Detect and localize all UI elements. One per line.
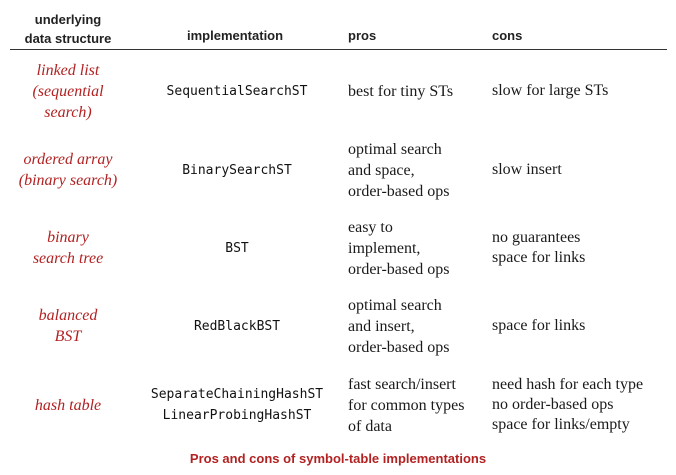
data-structure-line: linked list [36,61,100,79]
data-structure-line: search tree [32,250,104,267]
table-row: ordered array (binary search) BinarySear… [0,137,676,203]
data-structure-line: (sequential [32,82,104,100]
pros-cell: easy to implement, order-based ops [348,215,488,281]
header-pros: pros [348,28,377,43]
implementation-cell: SeparateChainingHashST LinearProbingHash… [132,372,342,438]
cons-line: slow insert [492,161,562,178]
data-structure-line: balanced [38,307,98,324]
pros-cell: fast search/insert for common types of d… [348,372,488,438]
header-data-structure: underlying data structure [24,12,112,46]
pros-line: and insert, [348,317,415,335]
implementation-cell: RedBlackBST [132,293,342,359]
pros-line: for common types [348,396,465,414]
data-structure-line: ordered array [23,151,113,168]
data-structure-line: hash table [34,396,102,414]
cons-cell: slow insert [492,137,672,203]
implementation-cell: BST [132,215,342,281]
cons-line: space for links [492,317,586,334]
table-row: binary search tree BST easy to implement… [0,215,676,281]
data-structure-line: BST [54,328,82,345]
pros-line: optimal search [348,140,442,158]
pros-cell: optimal search and insert, order-based o… [348,293,488,359]
cons-cell: slow for large STs [492,58,672,124]
pros-line: easy to [348,218,393,236]
data-structure-line: search) [44,103,92,121]
cons-cell: no guarantees space for links [492,215,672,281]
data-structure-cell: ordered array (binary search) [10,137,126,203]
table-row: linked list (sequential search) Sequenti… [0,58,676,124]
implementation-line: SeparateChainingHashST [150,387,324,402]
implementation-cell: SequentialSearchST [132,58,342,124]
pros-line: optimal search [348,296,442,314]
implementation-line: LinearProbingHashST [162,408,312,423]
implementation-line: BinarySearchST [182,162,292,178]
pros-cell: best for tiny STs [348,58,488,124]
cons-line: space for links/empty [492,416,630,433]
pros-line: order-based ops [348,338,450,356]
data-structure-cell: balanced BST [10,293,126,359]
data-structure-line: binary [47,229,89,246]
pros-line: order-based ops [348,182,450,200]
data-structure-cell: hash table [10,372,126,438]
implementation-line: SequentialSearchST [166,83,308,99]
pros-line: best for tiny STs [348,82,454,100]
pros-line: and space, [348,161,415,179]
pros-line: fast search/insert [348,375,456,393]
cons-cell: space for links [492,293,672,359]
cons-line: space for links [492,249,586,266]
data-structure-cell: linked list (sequential search) [10,58,126,124]
header-cons: cons [492,28,523,43]
pros-line: implement, [348,239,421,257]
cons-line: slow for large STs [492,82,609,99]
implementation-line: BST [225,240,249,256]
data-structure-line: (binary search) [18,172,118,189]
cons-line: no order-based ops [492,396,614,413]
header-divider [10,49,667,50]
header-implementation: implementation [187,28,284,43]
cons-line: no guarantees [492,229,581,246]
pros-line: of data [348,417,392,435]
implementation-line: RedBlackBST [193,318,281,334]
table-caption: Pros and cons of symbol-table implementa… [189,451,487,466]
table-row: hash table SeparateChainingHashST Linear… [0,372,676,438]
pros-line: order-based ops [348,260,450,278]
cons-line: need hash for each type [492,376,644,393]
table-row: balanced BST RedBlackBST optimal search … [0,293,676,359]
data-structure-cell: binary search tree [10,215,126,281]
implementation-cell: BinarySearchST [132,137,342,203]
cons-cell: need hash for each type no order-based o… [492,372,672,438]
pros-cell: optimal search and space, order-based op… [348,137,488,203]
